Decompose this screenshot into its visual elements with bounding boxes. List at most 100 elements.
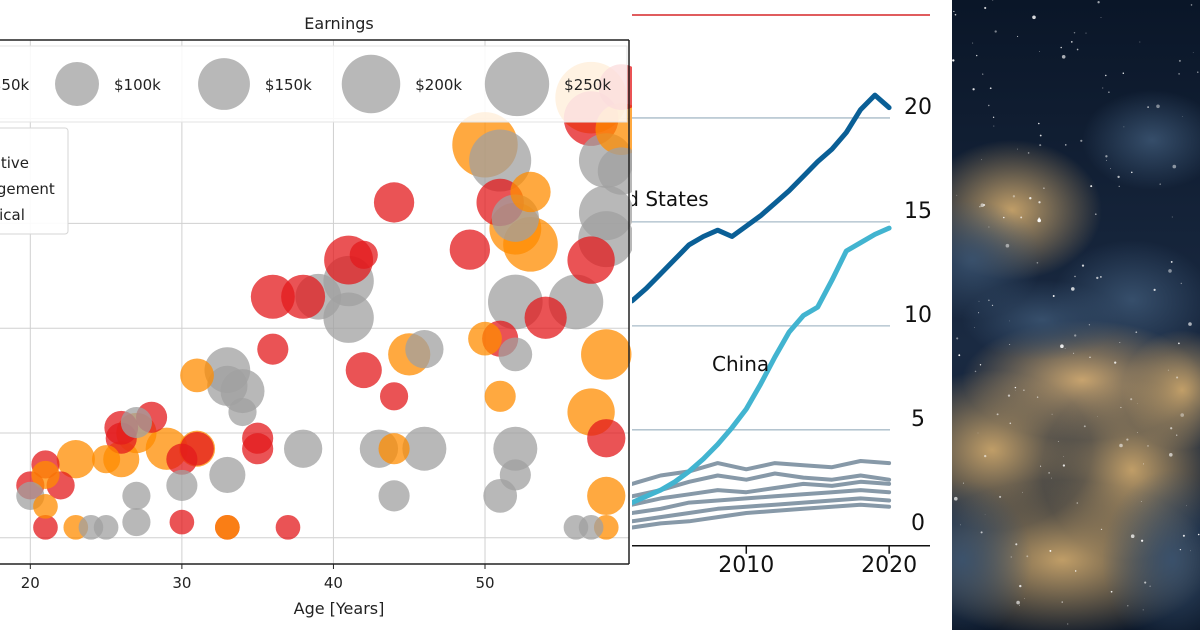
star — [958, 354, 961, 357]
bubble-point-executive — [275, 514, 301, 540]
size-legend-marker — [198, 58, 250, 110]
bubble-point-technical — [578, 185, 632, 241]
star — [1119, 341, 1121, 344]
line-series — [632, 92, 892, 530]
star — [1159, 183, 1161, 185]
bubble-point-technical — [378, 480, 410, 512]
line-annotations: United States China — [632, 187, 769, 376]
star — [1029, 197, 1032, 200]
star — [992, 116, 995, 118]
bubble-point-technical — [597, 147, 632, 195]
star — [1010, 556, 1012, 558]
bubble-point-executive — [281, 274, 326, 319]
star — [1014, 386, 1017, 389]
star — [1131, 171, 1133, 174]
star — [1012, 195, 1016, 198]
star — [1094, 213, 1097, 216]
star — [1064, 348, 1066, 349]
bubble-point-executive — [524, 296, 567, 339]
star — [1063, 456, 1065, 458]
bubble-point-technical — [122, 507, 151, 537]
star — [1178, 59, 1181, 62]
color-legend-label: Executive — [0, 154, 29, 172]
bubble-point-management — [587, 476, 626, 516]
star — [1130, 398, 1133, 401]
star — [984, 6, 987, 10]
cloud — [1102, 470, 1200, 630]
bubble-point-management — [484, 380, 516, 412]
star — [1032, 15, 1036, 20]
star — [1126, 438, 1129, 441]
star — [956, 337, 959, 340]
line-gridlines — [632, 14, 930, 431]
bubble-point-technical — [405, 330, 444, 369]
size-legend-marker — [341, 54, 401, 114]
star — [952, 59, 955, 62]
star — [1052, 295, 1055, 297]
star — [977, 432, 979, 434]
star — [1076, 48, 1079, 51]
star — [1186, 505, 1187, 507]
star — [1071, 287, 1075, 291]
size-legend-marker — [484, 51, 550, 117]
x-axis-label: Age [Years] — [294, 599, 385, 618]
star — [1061, 601, 1063, 603]
star — [1180, 282, 1182, 285]
star — [1070, 41, 1073, 43]
star — [1105, 159, 1107, 161]
star — [1051, 413, 1053, 415]
star — [1022, 491, 1023, 493]
label-china: China — [712, 352, 769, 376]
star — [1083, 425, 1086, 428]
star — [992, 0, 994, 1]
star — [1182, 115, 1183, 117]
star — [1118, 185, 1120, 188]
bubble-point-technical — [122, 481, 151, 510]
line-chart-svg: United States China 0 5 10 15 20 2010 2020 — [632, 14, 932, 578]
star — [1096, 276, 1099, 280]
bubble-point-executive — [567, 236, 615, 284]
star — [972, 42, 974, 44]
star — [956, 194, 958, 196]
star — [984, 514, 986, 515]
star — [1139, 41, 1141, 43]
star — [1017, 148, 1018, 150]
bubble-point-executive — [379, 382, 409, 411]
bubble-axes: 20 30 40 50 — [0, 39, 630, 592]
star — [1137, 403, 1138, 404]
series-line-other — [632, 471, 892, 499]
color-legend-label: Management — [0, 180, 55, 198]
star — [1105, 74, 1107, 77]
y-tick-label: 5 — [911, 407, 925, 432]
bubble-point-management — [56, 440, 95, 479]
y-tick-label: 0 — [911, 511, 925, 536]
star — [954, 496, 958, 501]
star — [1110, 590, 1113, 593]
bubble-point-management — [92, 445, 121, 474]
star — [1038, 122, 1040, 125]
x-tick-label: 50 — [475, 574, 494, 592]
series-line-other — [632, 488, 892, 515]
star — [994, 30, 997, 33]
star — [1149, 585, 1151, 587]
bubble-point-technical — [469, 129, 532, 192]
cloud — [1082, 90, 1200, 190]
star — [1048, 472, 1050, 474]
star — [1039, 144, 1042, 147]
line-axes: 0 5 10 15 20 2010 2020 — [632, 95, 932, 578]
star — [1176, 376, 1179, 379]
cloud — [952, 480, 1032, 630]
star — [988, 299, 990, 302]
star — [1051, 477, 1053, 479]
x-tick-label: 2010 — [718, 553, 774, 578]
bubble-point-executive — [242, 433, 274, 465]
star — [984, 454, 987, 458]
star — [1040, 465, 1042, 467]
star — [1007, 394, 1011, 397]
star — [1135, 331, 1138, 334]
y-tick-label: 20 — [904, 95, 932, 120]
star — [1110, 168, 1111, 170]
bubble-point-executive — [257, 333, 289, 365]
star — [1169, 453, 1173, 457]
star — [978, 300, 980, 302]
